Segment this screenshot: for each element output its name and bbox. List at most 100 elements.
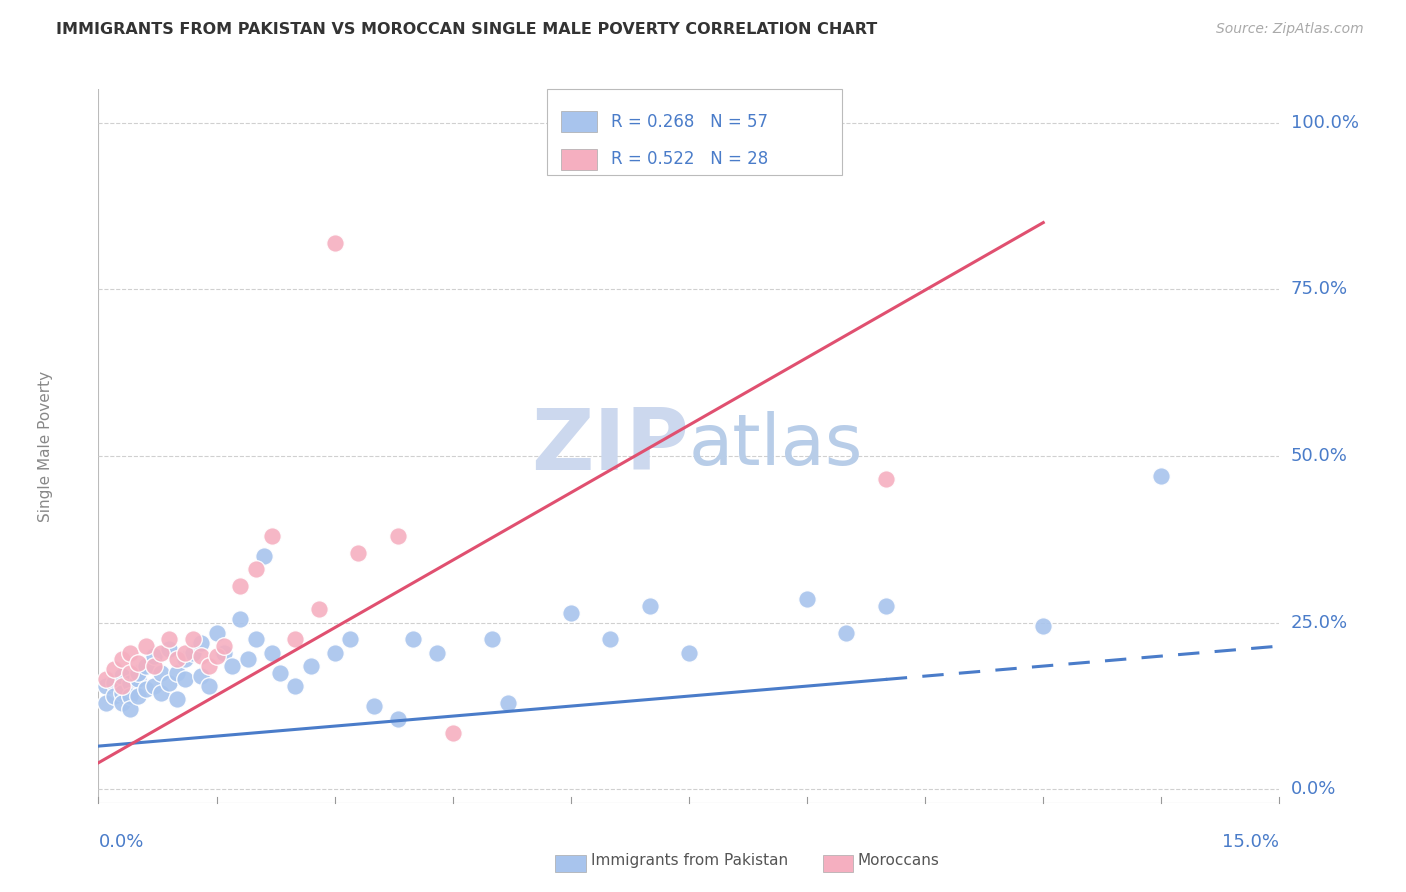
- Point: [197, 659, 219, 673]
- Point: [1150, 469, 1173, 483]
- Point: [174, 652, 197, 666]
- Point: [599, 632, 621, 647]
- Point: [166, 692, 188, 706]
- Point: [638, 599, 661, 613]
- Text: 0.0%: 0.0%: [1291, 780, 1336, 798]
- Point: [181, 646, 204, 660]
- Point: [481, 632, 503, 647]
- Point: [174, 646, 197, 660]
- Text: 75.0%: 75.0%: [1291, 280, 1348, 298]
- Text: Source: ZipAtlas.com: Source: ZipAtlas.com: [1216, 22, 1364, 37]
- Point: [875, 599, 897, 613]
- Point: [181, 632, 204, 647]
- Point: [205, 649, 228, 664]
- Point: [96, 673, 118, 687]
- Point: [135, 682, 157, 697]
- Text: 25.0%: 25.0%: [1291, 614, 1348, 632]
- Point: [157, 675, 180, 690]
- Point: [269, 665, 291, 680]
- Point: [127, 689, 149, 703]
- Point: [284, 632, 307, 647]
- Point: [127, 665, 149, 680]
- Point: [299, 659, 322, 673]
- Point: [387, 713, 409, 727]
- Point: [260, 529, 283, 543]
- Point: [875, 472, 897, 486]
- Point: [190, 636, 212, 650]
- Text: atlas: atlas: [689, 411, 863, 481]
- Point: [560, 606, 582, 620]
- Point: [142, 659, 165, 673]
- Point: [308, 602, 330, 616]
- Text: Immigrants from Pakistan: Immigrants from Pakistan: [591, 854, 787, 868]
- Point: [118, 665, 141, 680]
- Point: [103, 662, 125, 676]
- Point: [284, 679, 307, 693]
- Text: ZIP: ZIP: [531, 404, 689, 488]
- Point: [245, 632, 267, 647]
- Point: [387, 529, 409, 543]
- Point: [323, 646, 346, 660]
- Point: [260, 646, 283, 660]
- Point: [323, 235, 346, 250]
- Point: [118, 689, 141, 703]
- Point: [835, 625, 858, 640]
- Point: [253, 549, 276, 563]
- Point: [166, 652, 188, 666]
- Point: [214, 646, 236, 660]
- Point: [197, 679, 219, 693]
- Point: [118, 702, 141, 716]
- Point: [496, 696, 519, 710]
- Point: [166, 665, 188, 680]
- Point: [96, 696, 118, 710]
- Point: [127, 656, 149, 670]
- FancyBboxPatch shape: [561, 111, 596, 132]
- Point: [214, 639, 236, 653]
- Point: [190, 649, 212, 664]
- Point: [111, 686, 134, 700]
- Point: [245, 562, 267, 576]
- Point: [135, 639, 157, 653]
- Point: [678, 646, 700, 660]
- Text: IMMIGRANTS FROM PAKISTAN VS MOROCCAN SINGLE MALE POVERTY CORRELATION CHART: IMMIGRANTS FROM PAKISTAN VS MOROCCAN SIN…: [56, 22, 877, 37]
- FancyBboxPatch shape: [561, 149, 596, 170]
- Text: Moroccans: Moroccans: [858, 854, 939, 868]
- Text: Single Male Poverty: Single Male Poverty: [38, 370, 53, 522]
- Text: 100.0%: 100.0%: [1291, 113, 1358, 131]
- FancyBboxPatch shape: [547, 89, 842, 175]
- Point: [111, 669, 134, 683]
- Point: [103, 689, 125, 703]
- Point: [174, 673, 197, 687]
- Point: [150, 686, 173, 700]
- Point: [157, 632, 180, 647]
- Point: [96, 679, 118, 693]
- Point: [1032, 619, 1054, 633]
- Text: 0.0%: 0.0%: [98, 833, 143, 851]
- Point: [142, 679, 165, 693]
- Point: [441, 725, 464, 739]
- Point: [142, 649, 165, 664]
- Point: [111, 652, 134, 666]
- Point: [221, 659, 243, 673]
- Point: [135, 659, 157, 673]
- Text: R = 0.522   N = 28: R = 0.522 N = 28: [612, 151, 768, 169]
- Point: [363, 699, 385, 714]
- Text: R = 0.268   N = 57: R = 0.268 N = 57: [612, 112, 768, 131]
- Point: [205, 625, 228, 640]
- Point: [150, 665, 173, 680]
- Point: [118, 646, 141, 660]
- Point: [150, 646, 173, 660]
- Point: [796, 592, 818, 607]
- Text: 15.0%: 15.0%: [1222, 833, 1279, 851]
- Text: 50.0%: 50.0%: [1291, 447, 1347, 465]
- Point: [339, 632, 361, 647]
- Point: [157, 642, 180, 657]
- Point: [111, 679, 134, 693]
- Point: [229, 612, 252, 626]
- Point: [127, 673, 149, 687]
- Point: [347, 546, 370, 560]
- Point: [111, 696, 134, 710]
- Point: [118, 675, 141, 690]
- Point: [402, 632, 425, 647]
- Point: [229, 579, 252, 593]
